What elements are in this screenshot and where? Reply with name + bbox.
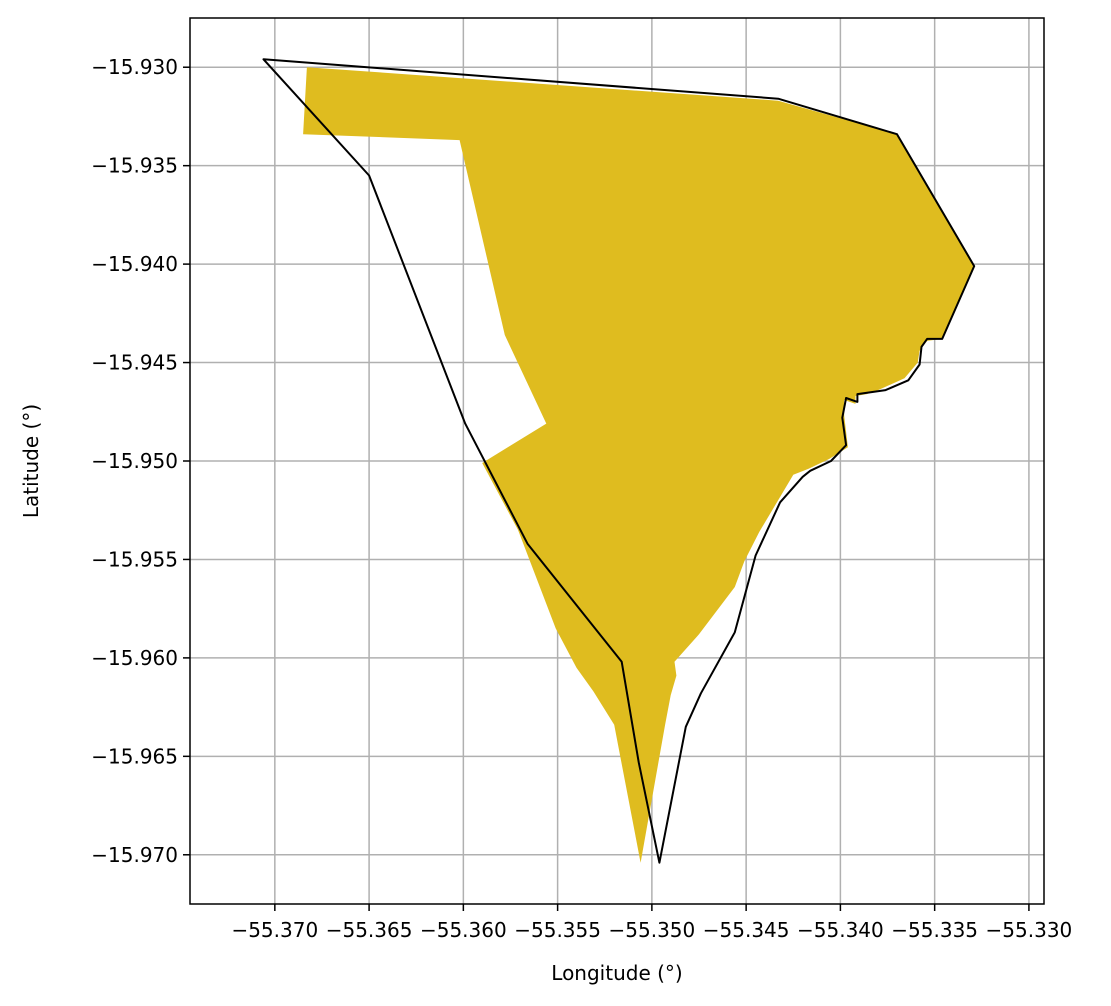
x-axis-label: Longitude (°)	[551, 961, 682, 985]
x-axis-ticks: −55.370 −55.365 −55.360 −55.355 −55.350 −55.3…	[231, 904, 1072, 942]
y-tick-label: −15.965	[91, 744, 178, 768]
y-tick-label: −15.935	[91, 154, 178, 178]
x-tick-label: −55.360	[420, 918, 507, 942]
y-tick-label: −15.960	[91, 646, 178, 670]
region-layer	[262, 58, 976, 864]
y-tick-label: −15.950	[91, 449, 178, 473]
x-tick-label: −55.370	[231, 918, 318, 942]
x-tick-label: −55.330	[986, 918, 1073, 942]
x-tick-label: −55.365	[326, 918, 413, 942]
x-tick-label: −55.350	[609, 918, 696, 942]
filled-region	[303, 67, 975, 863]
y-axis-ticks: −15.930 −15.935 −15.940 −15.945 −15.950 −15.9…	[91, 55, 190, 867]
y-tick-label: −15.945	[91, 351, 178, 375]
y-tick-label: −15.970	[91, 843, 178, 867]
y-axis-label: Latitude (°)	[19, 404, 43, 518]
x-tick-label: −55.340	[797, 918, 884, 942]
y-tick-label: −15.930	[91, 55, 178, 79]
x-tick-label: −55.355	[514, 918, 601, 942]
x-tick-label: −55.335	[891, 918, 978, 942]
y-tick-label: −15.940	[91, 252, 178, 276]
y-tick-label: −15.955	[91, 547, 178, 571]
boundary-outline	[262, 58, 976, 864]
x-tick-label: −55.345	[703, 918, 790, 942]
